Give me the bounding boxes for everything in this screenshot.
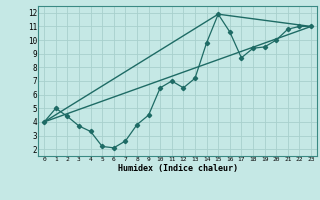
X-axis label: Humidex (Indice chaleur): Humidex (Indice chaleur) <box>118 164 238 173</box>
